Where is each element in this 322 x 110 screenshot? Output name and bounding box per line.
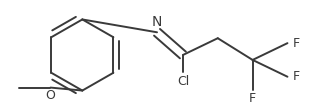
Text: Cl: Cl [177,75,189,88]
Text: F: F [293,37,300,50]
Text: F: F [293,70,300,83]
Text: N: N [152,15,162,29]
Text: F: F [249,92,256,105]
Text: O: O [45,89,55,102]
